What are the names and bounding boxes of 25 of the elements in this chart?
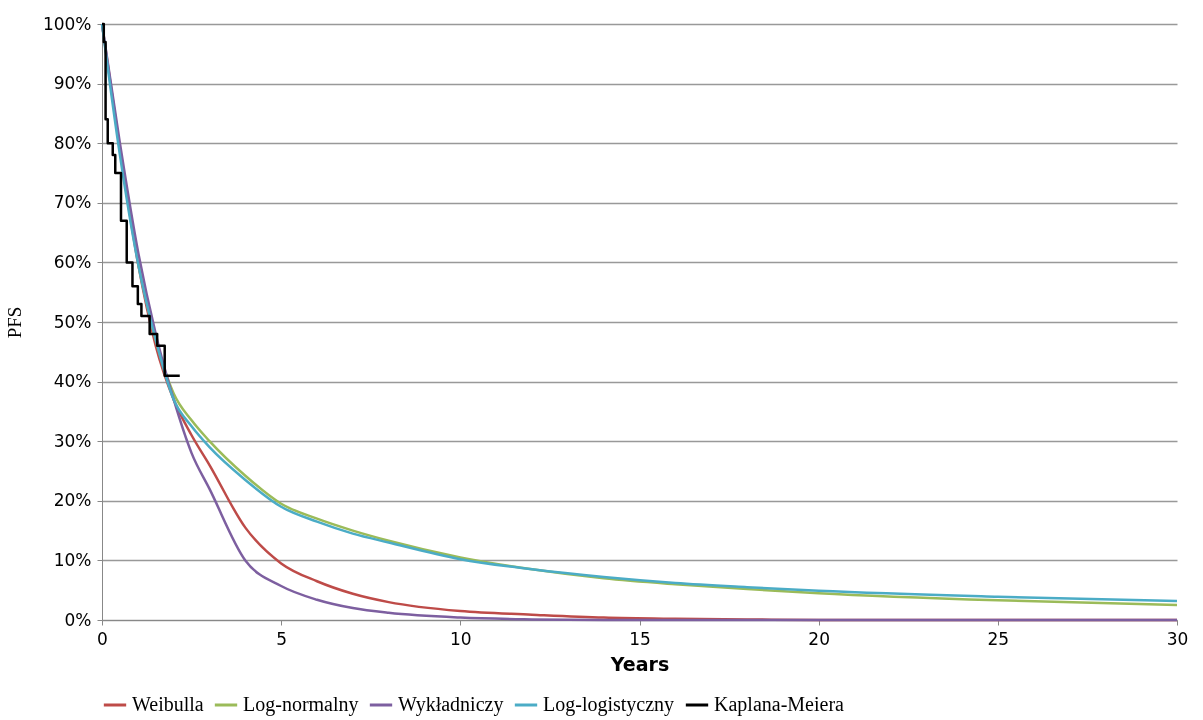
x-tick-label: 0	[97, 628, 108, 649]
y-tick-label: 10%	[53, 549, 92, 570]
y-tick-label: 80%	[53, 132, 92, 153]
x-tick-label: 5	[276, 628, 288, 649]
x-tick-label: 15	[629, 628, 651, 649]
x-axis-title: Years	[609, 652, 670, 675]
y-tick-label: 50%	[53, 311, 92, 332]
legend-label: Log-logistyczny	[543, 693, 675, 716]
y-tick-label: 60%	[53, 251, 92, 272]
legend-label: Log-normalny	[243, 693, 359, 716]
y-tick-label: 40%	[53, 371, 92, 392]
legend-label: Kaplana-Meiera	[714, 693, 845, 716]
y-axis-title: PFS	[3, 306, 25, 339]
y-tick-label: 90%	[53, 73, 92, 94]
legend-label: Wykładniczy	[398, 693, 504, 716]
y-tick-label: 0%	[64, 609, 92, 630]
y-tick-label: 100%	[42, 13, 92, 34]
y-tick-label: 30%	[53, 430, 92, 451]
x-tick-label: 20	[808, 628, 830, 649]
x-tick-label: 10	[450, 628, 472, 649]
x-tick-label: 25	[987, 628, 1010, 649]
legend-label: Weibulla	[132, 693, 204, 715]
y-tick-label: 70%	[53, 192, 92, 213]
x-tick-label: 30	[1166, 628, 1189, 649]
y-tick-label: 20%	[53, 490, 92, 511]
